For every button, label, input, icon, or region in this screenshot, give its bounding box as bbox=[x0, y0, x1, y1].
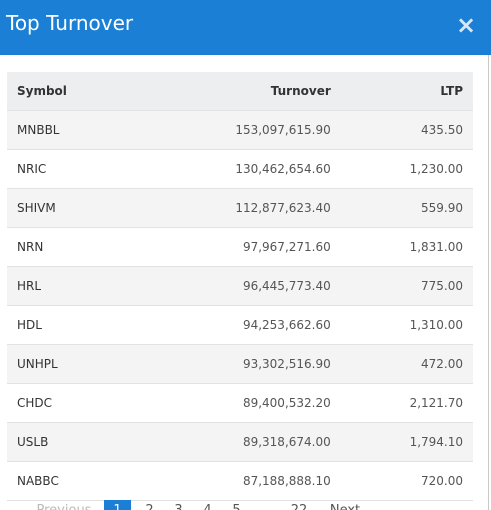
table-row: NRIC 130,462,654.60 1,230.00 bbox=[7, 149, 473, 189]
pagination: Previous 12345 22 Next bbox=[0, 500, 491, 510]
table-row: HDL 94,253,662.60 1,310.00 bbox=[7, 305, 473, 345]
table-row: UNHPL 93,302,516.90 472.00 bbox=[7, 344, 473, 384]
column-header: LTP bbox=[340, 72, 473, 111]
value-cell: 97,967,271.60 bbox=[132, 227, 341, 267]
symbol-cell: UNHPL bbox=[7, 344, 133, 384]
value-cell: 153,097,615.90 bbox=[132, 110, 341, 150]
turnover-table: Symbol Turnover LTP MNBBL 153,097,615.90 4… bbox=[7, 72, 473, 501]
table-row: NABBC 87,188,888.10 720.00 bbox=[7, 461, 473, 501]
column-header: Turnover bbox=[132, 72, 341, 111]
page-button[interactable]: 1 bbox=[104, 500, 131, 510]
table-row: SHIVM 112,877,623.40 559.90 bbox=[7, 188, 473, 228]
value-cell: 94,253,662.60 bbox=[132, 305, 341, 345]
column-header: Symbol bbox=[7, 72, 133, 111]
value-cell: 720.00 bbox=[340, 461, 473, 501]
table-row: USLB 89,318,674.00 1,794.10 bbox=[7, 422, 473, 462]
header-row: Symbol Turnover LTP bbox=[7, 72, 473, 111]
scroll-edge bbox=[488, 55, 489, 510]
page-button[interactable]: 4 bbox=[194, 500, 221, 510]
value-cell: 775.00 bbox=[340, 266, 473, 306]
value-cell: 559.90 bbox=[340, 188, 473, 228]
previous-button[interactable]: Previous bbox=[34, 500, 94, 510]
value-cell: 1,831.00 bbox=[340, 227, 473, 267]
value-cell: 89,400,532.20 bbox=[132, 383, 341, 423]
value-cell: 1,310.00 bbox=[340, 305, 473, 345]
value-cell: 87,188,888.10 bbox=[132, 461, 341, 501]
symbol-cell: HRL bbox=[7, 266, 133, 306]
next-button[interactable]: Next bbox=[328, 500, 362, 510]
symbol-cell: NRN bbox=[7, 227, 133, 267]
page-button[interactable]: 5 bbox=[223, 500, 250, 510]
modal-title: Top Turnover bbox=[6, 11, 134, 35]
value-cell: 2,121.70 bbox=[340, 383, 473, 423]
table-row: NRN 97,967,271.60 1,831.00 bbox=[7, 227, 473, 267]
close-button[interactable]: × bbox=[456, 11, 477, 39]
value-cell: 112,877,623.40 bbox=[132, 188, 341, 228]
symbol-cell: SHIVM bbox=[7, 188, 133, 228]
symbol-cell: CHDC bbox=[7, 383, 133, 423]
table-row: MNBBL 153,097,615.90 435.50 bbox=[7, 110, 473, 150]
value-cell: 93,302,516.90 bbox=[132, 344, 341, 384]
symbol-cell: USLB bbox=[7, 422, 133, 462]
table-row: CHDC 89,400,532.20 2,121.70 bbox=[7, 383, 473, 423]
value-cell: 96,445,773.40 bbox=[132, 266, 341, 306]
value-cell: 1,230.00 bbox=[340, 149, 473, 189]
modal-header: Top Turnover × bbox=[0, 0, 491, 55]
symbol-cell: MNBBL bbox=[7, 110, 133, 150]
value-cell: 89,318,674.00 bbox=[132, 422, 341, 462]
table-body: MNBBL 153,097,615.90 435.50 NRIC 130,462,654… bbox=[7, 110, 473, 501]
value-cell: 130,462,654.60 bbox=[132, 149, 341, 189]
symbol-cell: NABBC bbox=[7, 461, 133, 501]
value-cell: 1,794.10 bbox=[340, 422, 473, 462]
page-button[interactable]: 3 bbox=[165, 500, 192, 510]
page-button[interactable]: 22 bbox=[288, 500, 310, 510]
page-button[interactable]: 2 bbox=[136, 500, 163, 510]
symbol-cell: NRIC bbox=[7, 149, 133, 189]
symbol-cell: HDL bbox=[7, 305, 133, 345]
table-row: HRL 96,445,773.40 775.00 bbox=[7, 266, 473, 306]
value-cell: 472.00 bbox=[340, 344, 473, 384]
value-cell: 435.50 bbox=[340, 110, 473, 150]
